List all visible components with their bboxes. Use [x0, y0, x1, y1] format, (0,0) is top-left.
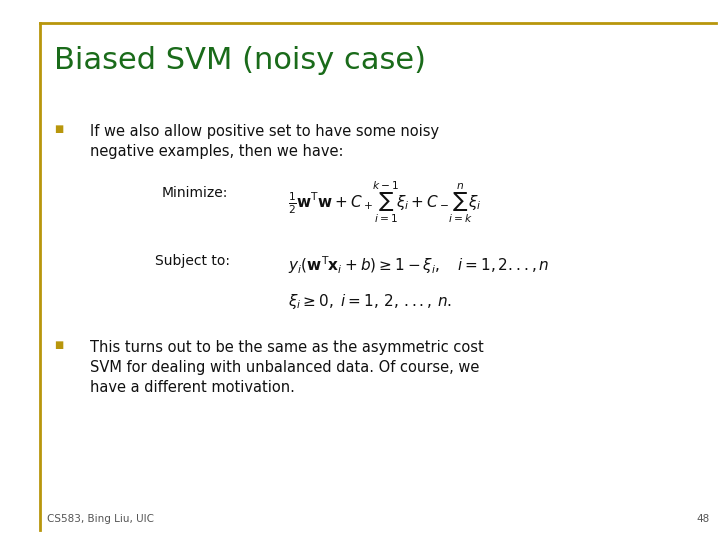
Text: ■: ■ — [54, 340, 63, 350]
Text: $y_i(\mathbf{w}^\mathrm{T}\mathbf{x}_i+b)\geq 1-\xi_i, \quad i=1,2...,n$: $y_i(\mathbf{w}^\mathrm{T}\mathbf{x}_i+b… — [288, 254, 549, 275]
Text: $\xi_i\geq 0,\; i = 1,\, 2,\, ...,\, n.$: $\xi_i\geq 0,\; i = 1,\, 2,\, ...,\, n.$ — [288, 292, 452, 310]
Text: CS583, Bing Liu, UIC: CS583, Bing Liu, UIC — [47, 514, 154, 524]
Text: SVM for dealing with unbalanced data. Of course, we: SVM for dealing with unbalanced data. Of… — [90, 360, 480, 375]
Text: If we also allow positive set to have some noisy: If we also allow positive set to have so… — [90, 124, 439, 139]
Text: Biased SVM (noisy case): Biased SVM (noisy case) — [54, 46, 426, 75]
Text: 48: 48 — [696, 514, 709, 524]
Text: have a different motivation.: have a different motivation. — [90, 380, 295, 395]
Text: Subject to:: Subject to: — [155, 254, 230, 268]
Text: negative examples, then we have:: negative examples, then we have: — [90, 144, 343, 159]
Text: This turns out to be the same as the asymmetric cost: This turns out to be the same as the asy… — [90, 340, 484, 355]
Text: $\frac{1}{2}\mathbf{w}^\mathrm{T}\mathbf{w}+C_+\!\sum_{i=1}^{k-1}\!\xi_i + C_-\!: $\frac{1}{2}\mathbf{w}^\mathrm{T}\mathbf… — [288, 179, 482, 225]
Text: Minimize:: Minimize: — [162, 186, 228, 200]
Text: ■: ■ — [54, 124, 63, 134]
